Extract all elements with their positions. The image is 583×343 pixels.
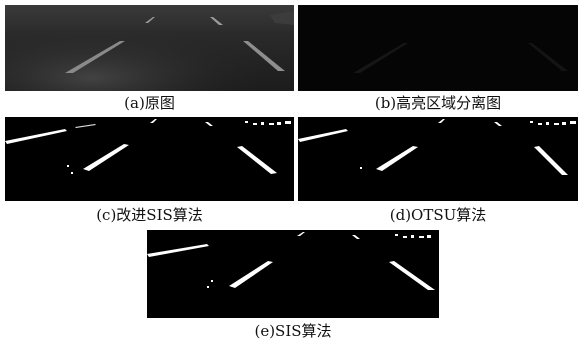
caption-original-image: (a)原图: [124, 94, 175, 112]
highlight-region-separation-image: [298, 5, 578, 91]
otsu-result-image: [298, 117, 578, 201]
sis-result-image: [147, 230, 439, 318]
original-road-image: [5, 5, 294, 91]
improved-sis-result-image: [5, 117, 294, 201]
caption-sis: (e)SIS算法: [254, 322, 332, 340]
caption-highlight-separation: (b)高亮区域分离图: [374, 94, 502, 112]
caption-improved-sis: (c)改进SIS算法: [96, 206, 203, 224]
caption-otsu: (d)OTSU算法: [389, 206, 487, 224]
